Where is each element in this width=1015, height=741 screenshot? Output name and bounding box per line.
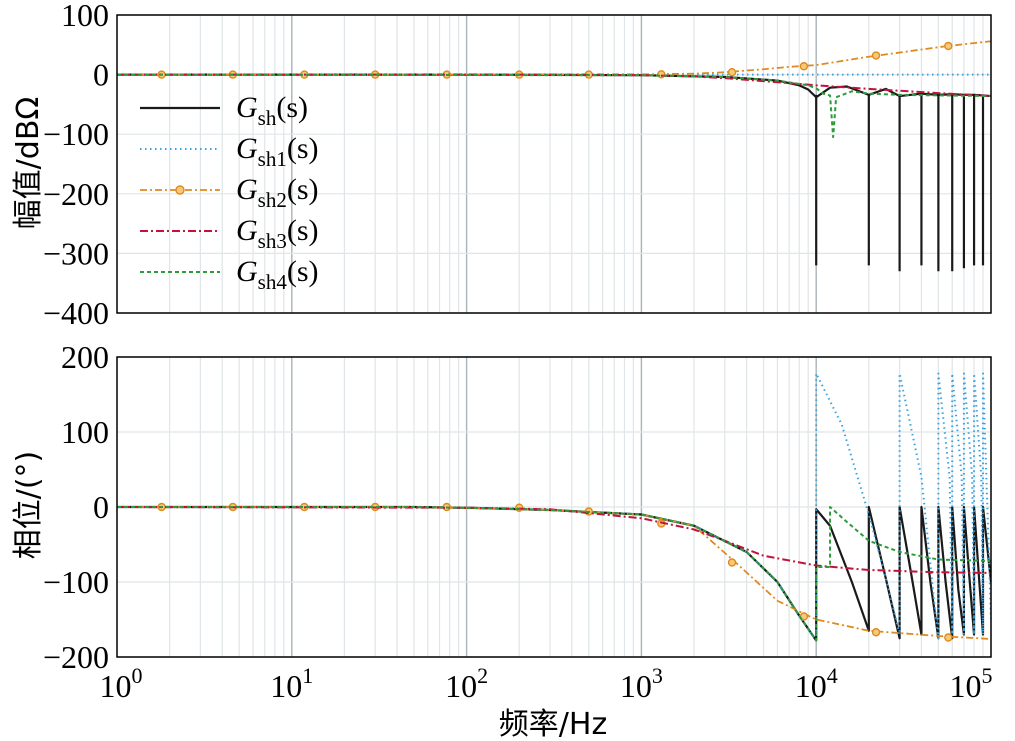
plot-frame (116, 356, 992, 658)
y-tick-label: −200 (43, 176, 109, 212)
y-tick-label: 100 (61, 414, 109, 450)
series-line-gsh2 (117, 506, 991, 640)
y-tick-label: 0 (93, 489, 109, 525)
y-tick-label: −400 (43, 295, 109, 331)
data-marker (871, 628, 881, 637)
y-tick-label: −200 (43, 639, 109, 675)
legend-label: Gsh1(s) (236, 132, 319, 171)
legend-label: Gsh3(s) (236, 214, 319, 253)
plot-frame (116, 14, 992, 314)
series-line-gsh3 (117, 506, 991, 574)
legend-marker (175, 185, 185, 195)
x-tick-label: 101 (270, 663, 313, 704)
phase-y-axis-label: 相位/(°) (11, 451, 46, 560)
y-tick-label: 0 (93, 57, 109, 93)
data-marker (657, 70, 666, 79)
y-tick-label: −300 (43, 235, 109, 271)
series-line-gsh3 (117, 73, 991, 98)
legend-label: Gsh(s) (236, 91, 308, 130)
x-tick-label: 103 (620, 663, 663, 704)
data-marker (871, 51, 881, 60)
y-tick-label: 200 (61, 339, 109, 375)
series-line-gsh4 (117, 73, 991, 139)
x-tick-label: 102 (445, 663, 488, 704)
legend: Gsh(s)Gsh1(s)Gsh2(s)Gsh3(s)Gsh4(s) (140, 91, 319, 294)
series-line-gsh2 (117, 40, 991, 76)
data-marker (727, 68, 737, 77)
data-marker (727, 558, 737, 567)
series-line-gsh (117, 505, 991, 642)
data-marker (944, 633, 953, 642)
y-tick-label: 100 (61, 0, 109, 33)
data-marker (944, 41, 953, 51)
series-line-gsh4 (117, 506, 991, 642)
legend-label: Gsh2(s) (236, 173, 319, 212)
x-tick-label: 100 (100, 663, 143, 704)
legend-label: Gsh4(s) (236, 255, 319, 294)
y-tick-label: −100 (43, 116, 109, 152)
data-marker (799, 62, 809, 71)
magnitude-panel: 100 0 −100 −200 −300 −400 (43, 0, 992, 331)
x-tick-label: 104 (795, 663, 838, 704)
x-axis-label: 频率/Hz (499, 707, 607, 741)
y-tick-label: −100 (43, 564, 109, 600)
magnitude-y-axis-label: 幅值/dBΩ (11, 97, 46, 230)
x-tick-label: 105 (950, 663, 993, 704)
